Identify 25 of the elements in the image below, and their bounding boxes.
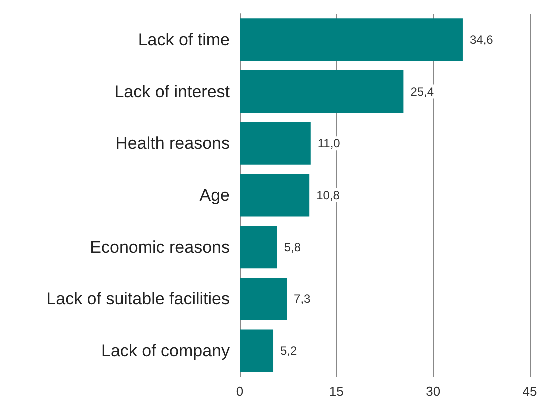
data-label: 34,6: [470, 32, 494, 47]
data-label: 25,4: [410, 84, 434, 99]
data-label: 5,2: [280, 344, 298, 358]
y-tick-label: Economic reasons: [90, 238, 230, 257]
x-tick-label: 0: [236, 384, 244, 399]
y-tick-label: Lack of company: [101, 342, 230, 361]
bar: [240, 174, 310, 217]
bar: [240, 122, 311, 165]
x-tick-label: 15: [329, 384, 344, 399]
data-label: 5,8: [284, 240, 302, 254]
y-tick-label: Lack of suitable facilities: [46, 290, 230, 309]
y-tick-label: Health reasons: [116, 134, 230, 154]
bar: [240, 70, 404, 114]
y-tick-label: Lack of interest: [114, 82, 230, 102]
data-label: 11,0: [318, 136, 341, 151]
data-label: 7,3: [294, 292, 312, 306]
data-label: 10,8: [316, 188, 340, 202]
x-tick-label: 30: [426, 384, 441, 399]
y-tick-label: Lack of time: [138, 30, 230, 50]
bar: [240, 18, 463, 62]
bar: [240, 226, 278, 269]
bar: [240, 278, 288, 320]
y-tick-label: Age: [200, 186, 230, 205]
x-tick-label: 45: [522, 384, 538, 399]
bar: [240, 330, 274, 372]
